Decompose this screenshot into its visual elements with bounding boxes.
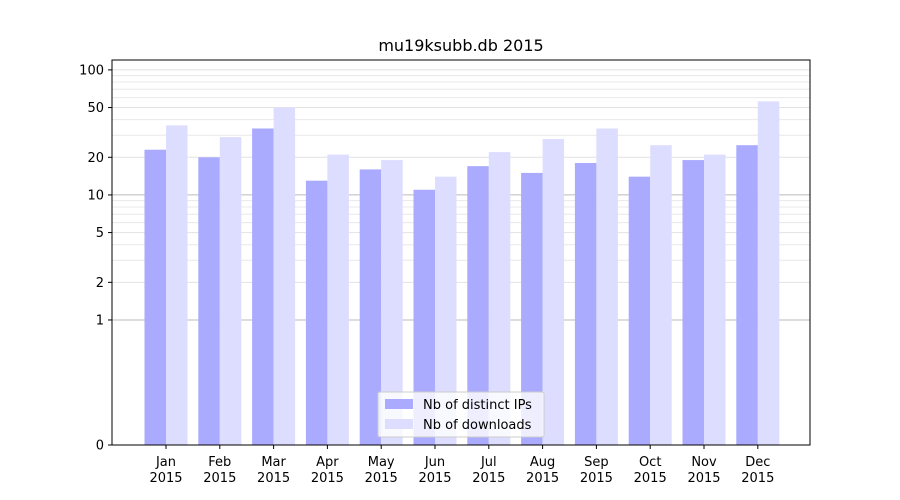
x-tick-label: Feb 2015	[203, 455, 236, 486]
x-tick-label: Apr 2015	[311, 455, 344, 486]
bar-downloads	[273, 107, 296, 446]
y-tick-label: 100	[79, 63, 104, 78]
bar-downloads	[488, 152, 511, 445]
legend-swatch-downloads	[385, 419, 413, 429]
bar-distinct-ips	[198, 157, 220, 445]
legend: Nb of distinct IPs Nb of downloads	[377, 391, 545, 438]
bar-distinct-ips	[736, 145, 758, 445]
x-tick-label: Jul 2015	[472, 455, 505, 486]
y-tick-label: 2	[96, 276, 104, 291]
bar-distinct-ips	[467, 166, 489, 445]
chart-title: mu19ksubb.db 2015	[378, 36, 543, 55]
x-tick-label: May 2015	[365, 455, 398, 486]
legend-swatch-distinct-ips	[385, 399, 413, 409]
y-tick-label: 1	[96, 313, 104, 328]
bar-distinct-ips	[574, 163, 597, 445]
bar-downloads	[757, 101, 780, 445]
x-tick-label: Nov 2015	[687, 455, 720, 486]
bar-downloads	[650, 145, 672, 445]
legend-label-distinct-ips: Nb of distinct IPs	[423, 398, 532, 413]
bar-distinct-ips	[305, 180, 328, 445]
bar-distinct-ips	[144, 149, 166, 446]
x-axis: Jan 2015 Feb 2015 Mar 2015 Apr 2015 May 2015 Jun 20…	[149, 445, 774, 486]
bar-distinct-ips	[682, 160, 704, 445]
bar-distinct-ips	[359, 169, 382, 445]
x-tick-label: Mar 2015	[257, 455, 290, 486]
legend-box	[377, 391, 545, 438]
y-tick-label: 10	[87, 188, 104, 203]
x-tick-label: Sep 2015	[580, 455, 613, 486]
plot-frame	[111, 59, 811, 446]
bar-downloads	[704, 154, 726, 446]
x-tick-label: Aug 2015	[526, 455, 559, 486]
bar-distinct-ips	[521, 172, 543, 445]
bar-downloads	[166, 125, 188, 445]
legend-label-downloads: Nb of downloads	[423, 418, 532, 433]
bars	[144, 101, 780, 446]
y-tick-label: 50	[87, 101, 104, 116]
bar-distinct-ips	[252, 128, 274, 445]
bar-downloads	[381, 160, 403, 445]
bar-downloads	[596, 128, 618, 445]
x-tick-label: Jun 2015	[418, 455, 451, 486]
y-tick-label: 20	[87, 151, 104, 166]
bar-downloads	[327, 154, 349, 446]
bar-downloads	[435, 176, 457, 445]
x-tick-label: Jan 2015	[149, 455, 182, 486]
x-tick-label: Dec 2015	[741, 455, 774, 486]
bar-distinct-ips	[413, 189, 435, 445]
bar-distinct-ips	[628, 176, 651, 445]
y-axis: 0 1 2 5 10 20 50 100	[79, 63, 112, 454]
y-tick-label: 5	[96, 226, 104, 241]
y-tick-label: 0	[96, 439, 104, 454]
bar-downloads	[542, 139, 565, 445]
x-tick-label: Oct 2015	[634, 455, 667, 486]
bar-downloads	[219, 137, 242, 445]
